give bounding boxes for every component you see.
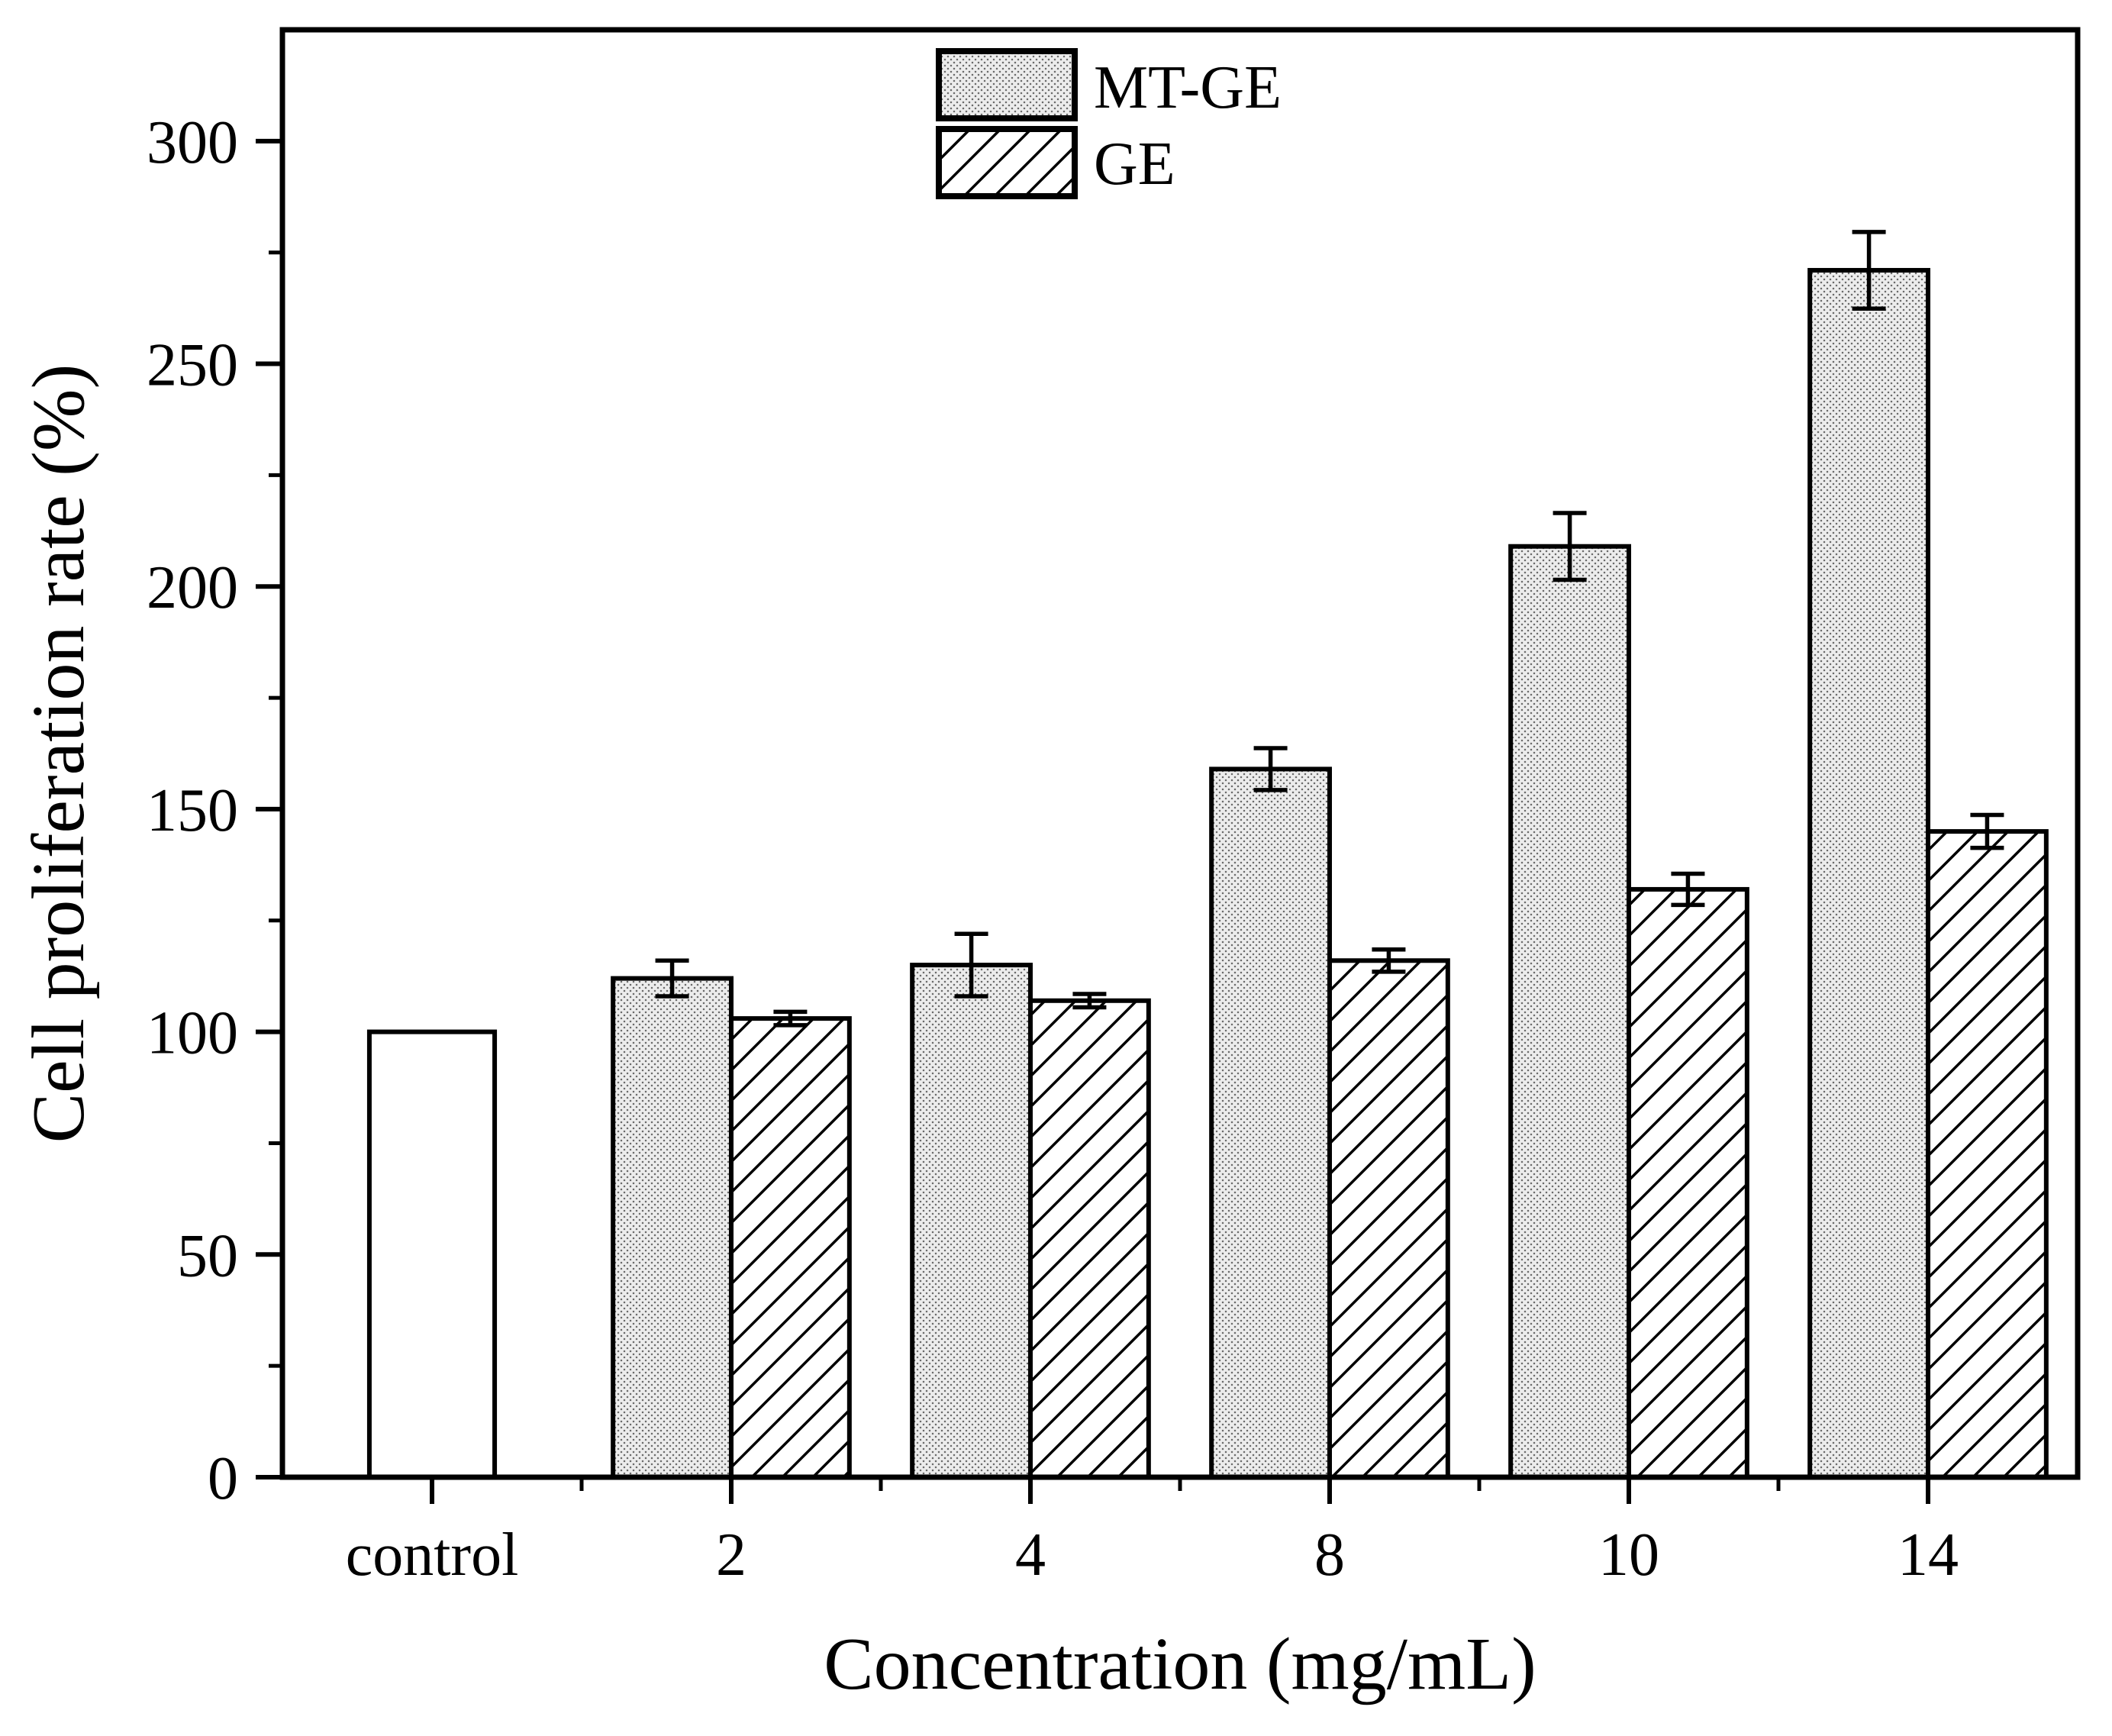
error-bar-ge-14 — [1970, 812, 2004, 850]
legend-swatch-mt-ge — [936, 48, 1078, 121]
bars-layer — [366, 268, 2049, 1480]
error-bars-layer — [655, 230, 2004, 1028]
y-axis: 0 50 100 150 200 250 300 — [147, 109, 282, 1512]
x-tick-label: 10 — [1598, 1521, 1659, 1589]
error-bar-mt-ge-2 — [655, 958, 689, 999]
y-tick-label: 0 — [208, 1445, 238, 1512]
bar-ge-4 — [1028, 998, 1151, 1479]
x-tick-label: 4 — [1015, 1521, 1046, 1589]
x-axis: control 2 4 8 10 14 — [346, 1477, 1959, 1589]
x-tick-label: control — [346, 1521, 519, 1589]
error-bar-ge-2 — [773, 1009, 808, 1028]
legend-label-mt-ge: MT-GE — [1094, 54, 1282, 121]
error-bar-ge-8 — [1372, 947, 1406, 974]
bar-control-control — [366, 1029, 498, 1479]
bar-mt-ge-4 — [910, 963, 1033, 1479]
y-tick-label: 100 — [147, 1000, 238, 1067]
bar-mt-ge-2 — [611, 976, 734, 1479]
error-bar-ge-10 — [1671, 871, 1705, 908]
x-tick-label: 8 — [1314, 1521, 1345, 1589]
legend-label-ge: GE — [1094, 131, 1175, 198]
y-tick-label: 300 — [147, 109, 238, 176]
error-bar-mt-ge-14 — [1852, 230, 1886, 311]
x-tick-label: 2 — [716, 1521, 746, 1589]
y-tick-label: 250 — [147, 332, 238, 399]
error-bar-mt-ge-4 — [954, 931, 988, 999]
error-bar-ge-4 — [1072, 992, 1107, 1010]
bar-ge-10 — [1627, 886, 1749, 1479]
y-tick-label: 200 — [147, 554, 238, 621]
bar-mt-ge-8 — [1209, 766, 1333, 1479]
legend-swatch-ge — [936, 126, 1078, 199]
bar-ge-2 — [729, 1016, 852, 1480]
bar-mt-ge-10 — [1508, 544, 1632, 1479]
x-tick-label: 14 — [1898, 1521, 1959, 1589]
y-tick-label: 150 — [147, 777, 238, 844]
bar-ge-14 — [1926, 829, 2049, 1479]
y-tick-label: 50 — [177, 1222, 238, 1289]
y-axis-title: Cell proliferation rate (%) — [18, 364, 100, 1143]
error-bar-mt-ge-10 — [1553, 511, 1587, 582]
x-axis-title: Concentration (mg/mL) — [824, 1623, 1536, 1705]
legend: MT-GE GE — [936, 48, 1282, 199]
bar-ge-8 — [1327, 958, 1450, 1479]
error-bar-mt-ge-8 — [1253, 746, 1288, 792]
bar-mt-ge-14 — [1807, 268, 1930, 1479]
